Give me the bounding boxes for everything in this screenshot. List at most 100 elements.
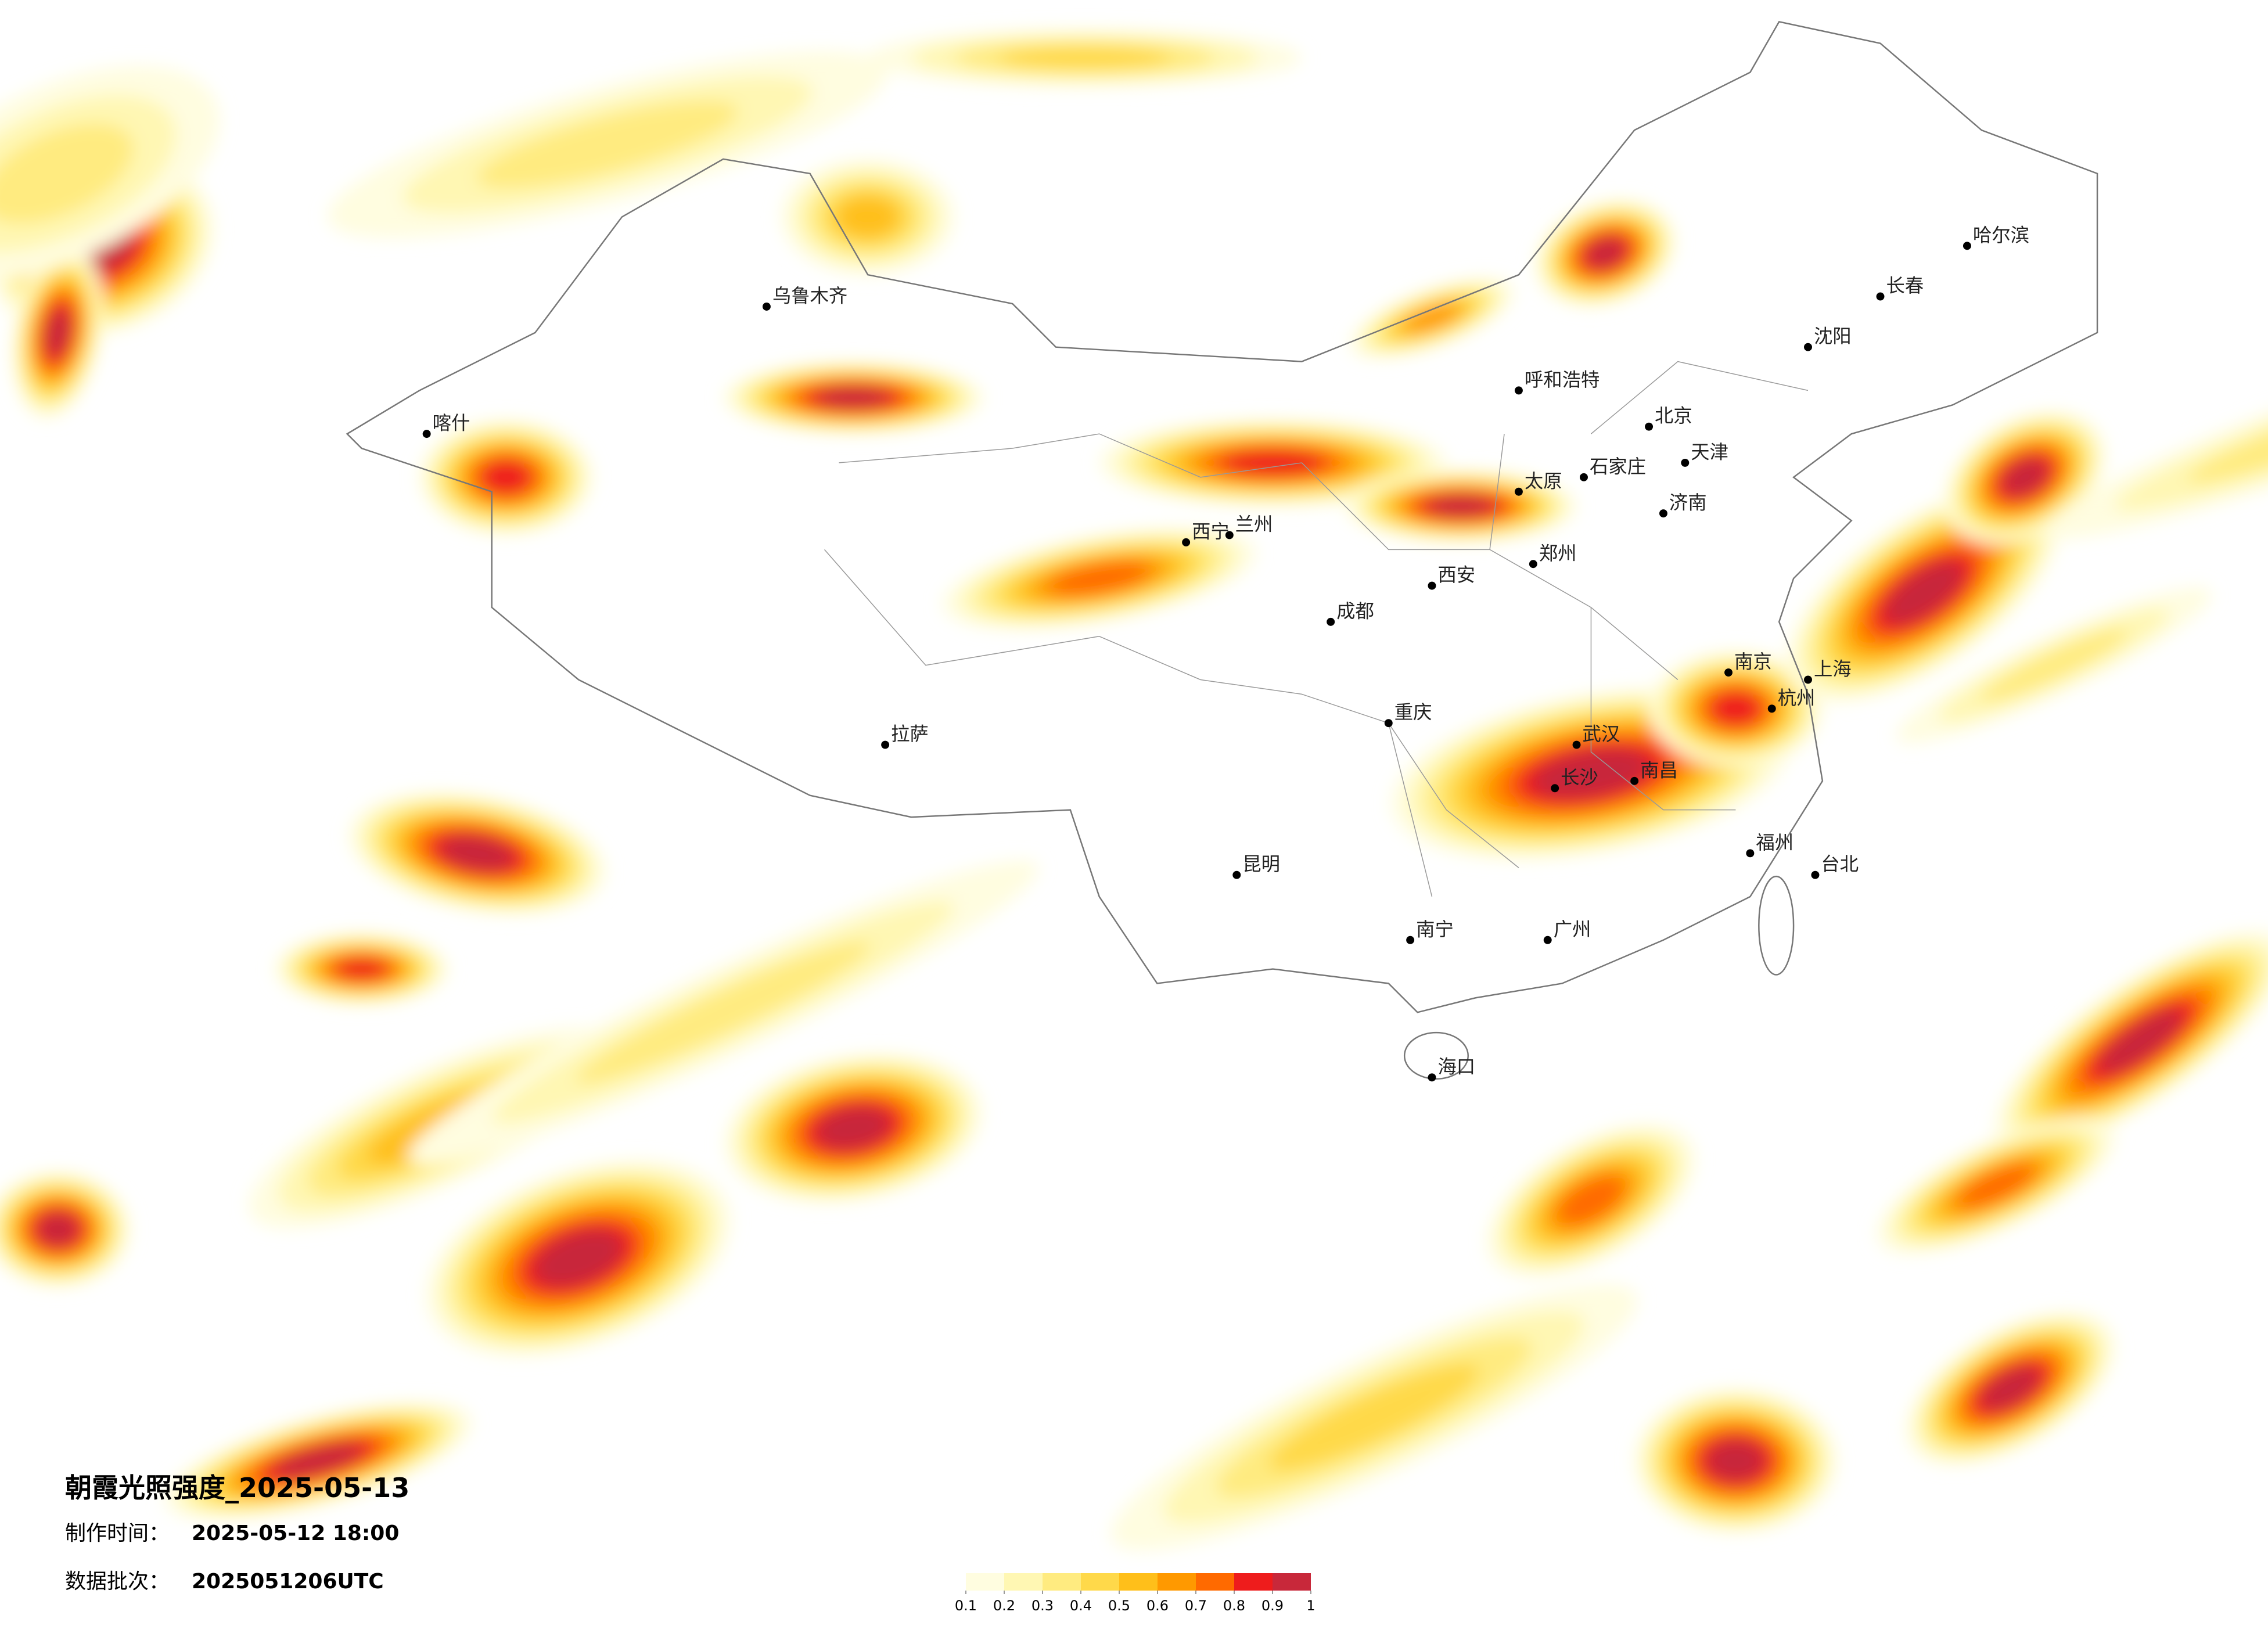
city-label: 北京 — [1655, 405, 1692, 427]
colorbar-swatch — [1273, 1573, 1311, 1591]
city-dot — [1804, 343, 1812, 351]
city-dot — [1232, 870, 1241, 879]
province-lines — [824, 361, 1809, 897]
intensity-area — [1884, 561, 1964, 625]
intensity-area — [836, 196, 900, 238]
intensity-area — [998, 46, 1172, 70]
city-dot — [1804, 675, 1812, 684]
city-dot — [1543, 936, 1552, 944]
city-label: 呼和浩特 — [1525, 369, 1600, 391]
intensity-area — [815, 387, 892, 408]
colorbar-swatch — [1196, 1573, 1234, 1591]
city-dot — [1659, 509, 1667, 518]
intensity-area — [2098, 1009, 2183, 1073]
intensity-area — [440, 835, 515, 871]
intensity-area — [534, 1229, 623, 1287]
city-label: 台北 — [1821, 853, 1859, 875]
colorbar-swatch — [966, 1573, 1004, 1591]
made-label: 制作时间： — [65, 1521, 170, 1545]
city-label: 沈阳 — [1814, 325, 1852, 347]
city-dot — [1746, 849, 1755, 858]
city-dot — [762, 302, 771, 311]
intensity-area — [1709, 691, 1762, 726]
city-dot — [422, 430, 431, 438]
city-dot — [1514, 386, 1523, 395]
colorbar-swatch — [1234, 1573, 1273, 1591]
city-dot — [1724, 668, 1733, 677]
city-label: 兰州 — [1235, 513, 1273, 535]
intensity-area — [1049, 562, 1149, 595]
intensity-area — [1585, 238, 1626, 269]
colorbar-tick-label: 0.7 — [1185, 1598, 1207, 1614]
city-label: 海口 — [1437, 1056, 1475, 1078]
colorbar-tick-label: 0.8 — [1223, 1598, 1245, 1614]
city-dot — [1645, 422, 1654, 431]
city-dot — [1428, 1073, 1436, 1082]
city-label: 广州 — [1554, 918, 1591, 940]
hainan-outline — [1403, 1031, 1469, 1080]
intensity-area — [335, 958, 388, 980]
city-label: 石家庄 — [1590, 455, 1646, 477]
city-label: 济南 — [1669, 492, 1707, 514]
intensity-area — [1404, 304, 1460, 332]
city-dot — [1580, 473, 1588, 481]
city-dot — [1514, 487, 1523, 496]
colorbar-tick-label: 0.6 — [1146, 1598, 1169, 1614]
city-dot — [1182, 538, 1191, 546]
colorbar-swatch — [1081, 1573, 1119, 1591]
city-label: 上海 — [1814, 658, 1852, 680]
city-label: 西宁 — [1192, 520, 1230, 542]
colorbar-tick-label: 1 — [1306, 1598, 1315, 1614]
intensity-area — [576, 941, 871, 1084]
city-dot — [1551, 784, 1559, 793]
city-dot — [1406, 936, 1415, 944]
city-label: 郑州 — [1539, 542, 1577, 564]
city-label: 太原 — [1525, 470, 1562, 492]
city-dot — [1681, 458, 1690, 467]
intensity-area — [274, 1444, 363, 1478]
intensity-area — [477, 100, 738, 189]
city-label: 武汉 — [1582, 723, 1620, 745]
batch-label: 数据批次： — [65, 1570, 170, 1593]
city-dot — [1963, 242, 1971, 250]
intensity-area — [45, 308, 71, 358]
city-label: 哈尔滨 — [1973, 224, 2029, 246]
city-label: 天津 — [1691, 441, 1728, 463]
city-dot — [1630, 776, 1639, 785]
colorbar-tick-label: 0.5 — [1108, 1598, 1130, 1614]
intensity-area — [1427, 495, 1494, 517]
colorbar-swatch — [1004, 1573, 1043, 1591]
city-dot — [1572, 740, 1581, 749]
city-label: 昆明 — [1242, 853, 1280, 875]
city-label: 重庆 — [1394, 702, 1432, 724]
city-dot — [881, 740, 890, 749]
intensity-area — [0, 123, 134, 224]
intensity-area — [1533, 749, 1649, 799]
intensity-area — [480, 459, 533, 495]
city-dot — [1428, 581, 1436, 590]
colorbar-swatch — [1158, 1573, 1196, 1591]
colorbar-swatch — [1043, 1573, 1081, 1591]
city-dot — [1811, 870, 1820, 879]
city-label: 成都 — [1336, 600, 1374, 622]
country-outline — [346, 20, 2098, 1013]
city-label: 西安 — [1437, 564, 1475, 586]
intensity-area — [2187, 385, 2268, 483]
city-dot — [1767, 704, 1776, 713]
colorbar-tick-label: 0.4 — [1070, 1598, 1092, 1614]
city-label: 南宁 — [1416, 918, 1454, 940]
colorbar-tick-label: 0.3 — [1031, 1598, 1054, 1614]
city-label: 乌鲁木齐 — [772, 285, 847, 307]
city-label: 长春 — [1886, 275, 1924, 297]
batch-value: 2025051206UTC — [192, 1570, 384, 1593]
made-value: 2025-05-12 18:00 — [192, 1521, 399, 1545]
colorbar: 0.1 0.2 0.3 0.4 0.5 0.6 0.7 0.8 0.9 1 — [955, 1573, 1315, 1614]
map-title: 朝霞光照强度_2025-05-13 — [65, 1472, 409, 1503]
city-dot — [1876, 292, 1885, 301]
city-label: 福州 — [1756, 832, 1793, 854]
intensity-area — [37, 1213, 79, 1246]
